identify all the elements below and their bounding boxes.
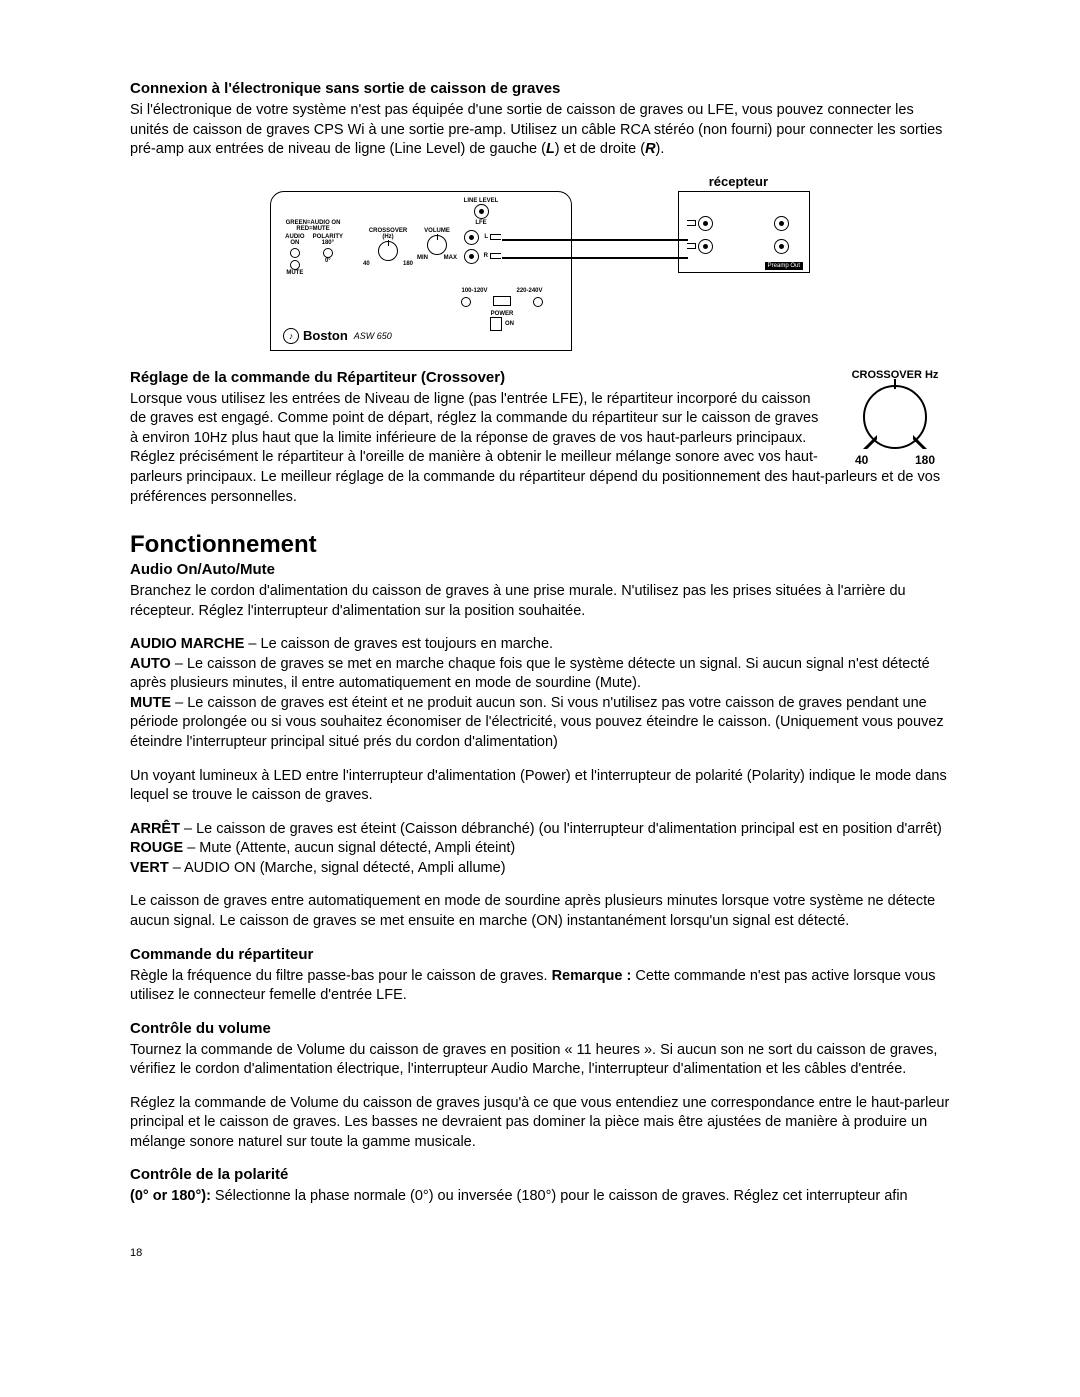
- mute-label: MUTE: [283, 270, 307, 276]
- v220-label: 220-240V: [516, 288, 542, 294]
- voltage-switch: [493, 296, 511, 306]
- receiver-out-jack-2: [774, 239, 789, 254]
- c180-label: 180: [403, 261, 413, 267]
- r-label: R: [484, 253, 488, 259]
- mode-auto: AUTO – Le caisson de graves se met en ma…: [130, 655, 950, 694]
- r-letter: R: [645, 141, 655, 157]
- led-text: – AUDIO ON (Marche, signal détecté, Ampl…: [169, 860, 506, 876]
- mode-text: – Le caisson de graves est toujours en m…: [244, 636, 553, 652]
- l-jack: [464, 230, 479, 245]
- crossover-section: CROSSOVER Hz 40 180 Réglage de la comman…: [130, 369, 950, 513]
- heading-reglage: Réglage de la commande du Répartiteur (C…: [130, 369, 950, 386]
- brand-row: ♪ Boston ASW 650: [283, 328, 392, 344]
- led-label: ROUGE: [130, 840, 183, 856]
- polarity-switch: [323, 248, 333, 258]
- knob-max-label: 180: [915, 453, 935, 467]
- l-letter: L: [546, 141, 555, 157]
- mode-label: AUDIO MARCHE: [130, 636, 244, 652]
- cable-r: [502, 257, 688, 259]
- subwoofer-panel: LINE LEVEL LFE L R GRE: [270, 191, 572, 351]
- mode-mute: MUTE – Le caisson de graves est éteint e…: [130, 694, 950, 753]
- v100-label: 100-120V: [461, 288, 487, 294]
- brand-name: Boston: [303, 328, 348, 343]
- lfe-label: LFE: [461, 220, 501, 226]
- heading-commande-rep: Commande du répartiteur: [130, 946, 950, 963]
- polarity-range-label: (0° or 180°):: [130, 1188, 211, 1204]
- mode-text: – Le caisson de graves est éteint et ne …: [130, 695, 944, 750]
- heading-volume: Contrôle du volume: [130, 1020, 950, 1037]
- preamp-out-label: Preamp Out: [765, 262, 803, 270]
- lfe-jack: [474, 204, 489, 219]
- heading-fonctionnement: Fonctionnement: [130, 531, 950, 559]
- para-volume-1: Tournez la commande de Volume du caisson…: [130, 1041, 950, 1080]
- mode-audio-marche: AUDIO MARCHE – Le caisson de graves est …: [130, 635, 950, 655]
- model-name: ASW 650: [354, 331, 392, 341]
- remarque-label: Remarque :: [552, 968, 632, 984]
- para-audio: Branchez le cordon d'alimentation du cai…: [130, 582, 950, 621]
- para-led: Un voyant lumineux à LED entre l'interru…: [130, 767, 950, 806]
- r-jack: [464, 249, 479, 264]
- manual-page: Connexion à l'électronique sans sortie d…: [0, 0, 1080, 1309]
- text: Sélectionne la phase normale (0°) ou inv…: [211, 1188, 908, 1204]
- crossover-knob: [378, 241, 398, 261]
- mode-label: MUTE: [130, 695, 171, 711]
- receiver-out-jack: [774, 216, 789, 231]
- para-auto-sourdine: Le caisson de graves entre automatiqueme…: [130, 892, 950, 931]
- power-switch: [490, 317, 502, 331]
- led-arret: ARRÊT – Le caisson de graves est éteint …: [130, 820, 950, 840]
- xover-label: CROSSOVER (Hz): [363, 228, 413, 240]
- heading-polarite: Contrôle de la polarité: [130, 1166, 950, 1183]
- green-label: GREEN=AUDIO ON: [283, 220, 343, 226]
- led-label: VERT: [130, 860, 169, 876]
- text: Règle la fréquence du filtre passe-bas p…: [130, 968, 552, 984]
- para-commande-rep: Règle la fréquence du filtre passe-bas p…: [130, 967, 950, 1006]
- receiver-l-jack: [698, 216, 713, 231]
- on-label: ON: [505, 321, 514, 327]
- crossover-big-knob: [863, 385, 927, 449]
- vmin-label: MIN: [417, 255, 428, 261]
- volume-knob: [427, 235, 447, 255]
- c40-label: 40: [363, 261, 370, 267]
- led-icon: [290, 260, 300, 270]
- text: ) et de droite (: [555, 141, 645, 157]
- p0-label: 0°: [313, 258, 343, 264]
- knob-min-label: 40: [855, 453, 868, 467]
- led-label: ARRÊT: [130, 821, 180, 837]
- para-connexion: Si l'électronique de votre système n'est…: [130, 101, 950, 160]
- led-rouge: ROUGE – Mute (Attente, aucun signal déte…: [130, 839, 950, 859]
- text: ).: [656, 141, 665, 157]
- para-polarite: (0° or 180°): Sélectionne la phase norma…: [130, 1187, 950, 1207]
- audio-on-label: AUDIO ON: [283, 234, 307, 246]
- cable-l: [502, 239, 688, 241]
- p180-label: 180°: [313, 240, 343, 246]
- mode-text: – Le caisson de graves se met en marche …: [130, 656, 930, 692]
- para-volume-2: Réglez la commande de Volume du caisson …: [130, 1094, 950, 1153]
- text: Si l'électronique de votre système n'est…: [130, 102, 942, 157]
- arrow-right-icon: [913, 435, 927, 449]
- l-label: L: [484, 234, 488, 240]
- crossover-illustration: CROSSOVER Hz 40 180: [840, 369, 950, 467]
- led-text: – Mute (Attente, aucun signal détecté, A…: [183, 840, 515, 856]
- fuse-icon: [461, 297, 471, 307]
- mode-label: AUTO: [130, 656, 171, 672]
- fuse-icon-2: [533, 297, 543, 307]
- receiver-box: Preamp Out: [678, 191, 810, 273]
- heading-audio: Audio On/Auto/Mute: [130, 561, 950, 578]
- heading-connexion: Connexion à l'électronique sans sortie d…: [130, 80, 950, 97]
- led-text: – Le caisson de graves est éteint (Caiss…: [180, 821, 942, 837]
- para-reglage: Lorsque vous utilisez les entrées de Niv…: [130, 390, 950, 507]
- connection-diagram: récepteur LINE LEVEL LFE L R: [270, 174, 810, 351]
- polarity-label: POLARITY: [313, 234, 343, 240]
- audio-switch: [290, 248, 300, 258]
- page-number: 18: [130, 1247, 950, 1259]
- receiver-r-jack: [698, 239, 713, 254]
- receiver-label: récepteur: [270, 174, 810, 189]
- red-label: RED=MUTE: [283, 226, 343, 232]
- line-level-label: LINE LEVEL: [461, 198, 501, 204]
- arrow-left-icon: [863, 435, 877, 449]
- boston-logo-icon: ♪: [283, 328, 299, 344]
- led-vert: VERT – AUDIO ON (Marche, signal détecté,…: [130, 859, 950, 879]
- vmax-label: MAX: [444, 255, 457, 261]
